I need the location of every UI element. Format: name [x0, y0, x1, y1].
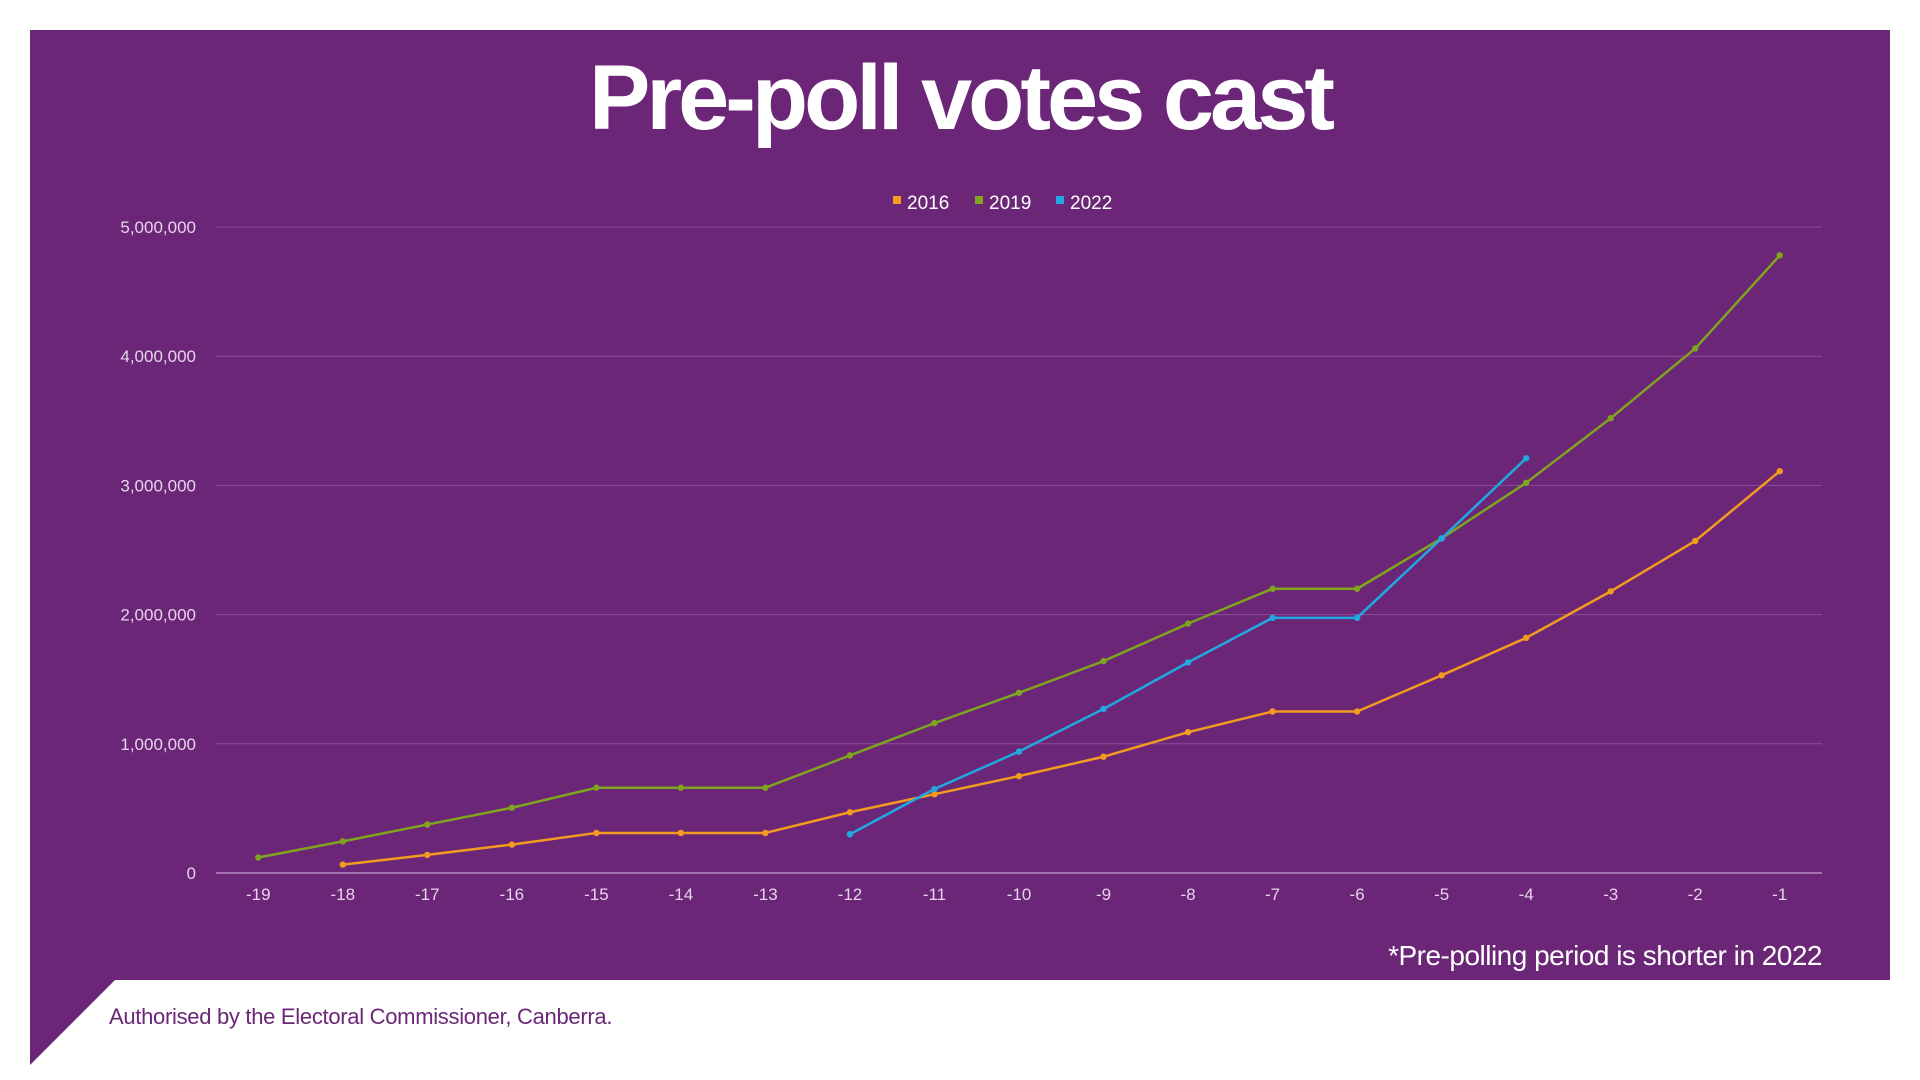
data-point-2022	[1100, 705, 1107, 713]
data-point-2019	[1353, 585, 1361, 592]
data-point-2016	[1184, 728, 1192, 736]
x-tick-label: -18	[331, 885, 356, 904]
data-point-2016	[762, 829, 769, 837]
authorisation-footer: Authorised by the Electoral Commissioner…	[109, 1004, 613, 1029]
data-point-2019	[1015, 689, 1023, 696]
data-point-2019	[1269, 585, 1276, 592]
corner-notch-fill	[30, 940, 120, 980]
data-point-2019	[339, 838, 346, 845]
data-point-2016	[1522, 634, 1530, 642]
data-point-2016	[1353, 708, 1361, 715]
data-point-2019	[1522, 479, 1530, 487]
data-point-2016	[1269, 708, 1276, 715]
x-tick-label: -19	[246, 885, 271, 904]
legend-swatch-2019	[975, 196, 983, 204]
x-tick-label: -14	[669, 885, 694, 904]
data-point-2016	[508, 841, 516, 848]
legend-label-2022: 2022	[1070, 193, 1112, 214]
data-point-2019	[846, 752, 854, 759]
data-point-2022	[1353, 614, 1361, 622]
data-point-2016	[1100, 753, 1107, 760]
x-tick-label: -10	[1007, 885, 1032, 904]
legend: 2016 2019 2022	[893, 193, 1112, 214]
data-point-2016	[1607, 588, 1614, 595]
data-point-2016	[931, 790, 938, 798]
data-point-2022	[846, 831, 854, 838]
data-point-2022	[1269, 614, 1276, 622]
data-point-2019	[762, 784, 769, 791]
data-point-2016	[1692, 537, 1699, 545]
x-tick-label: -5	[1434, 885, 1449, 904]
data-point-2019	[424, 821, 431, 828]
legend-label-2016: 2016	[907, 193, 949, 214]
x-tick-label: -3	[1603, 885, 1618, 904]
data-point-2019	[1184, 620, 1192, 627]
data-point-2019	[593, 784, 600, 791]
series-line-2022	[849, 457, 1528, 836]
data-point-2022	[931, 785, 938, 793]
x-tick-label: -8	[1180, 885, 1195, 904]
data-point-2022	[1438, 535, 1445, 542]
x-tick-label: -17	[415, 885, 440, 904]
axes: 0 1,000,000 2,000,000 3,000,000 4,000,000 5,0…	[120, 218, 1787, 904]
data-point-2019	[677, 784, 685, 791]
x-tick-label: -1	[1772, 885, 1787, 904]
data-point-2016	[1438, 672, 1445, 679]
data-point-2016	[593, 829, 600, 837]
y-tick-label: 3,000,000	[120, 476, 196, 495]
data-point-2016	[424, 851, 431, 859]
series-line-2016	[342, 470, 1781, 866]
corner-notch	[30, 975, 120, 1065]
x-tick-label: -15	[584, 885, 609, 904]
series-line-2019	[258, 254, 1781, 859]
x-tick-label: -4	[1519, 885, 1534, 904]
y-tick-label: 2,000,000	[120, 606, 196, 625]
y-tick-label: 4,000,000	[120, 347, 196, 366]
x-tick-label: -9	[1096, 885, 1111, 904]
gridlines	[216, 226, 1822, 874]
data-point-2019	[508, 804, 516, 811]
chart-panel	[30, 30, 1890, 980]
legend-swatch-2016	[893, 196, 901, 204]
data-point-2019	[1692, 345, 1699, 352]
x-tick-label: -7	[1265, 885, 1280, 904]
data-point-2016	[1015, 772, 1023, 780]
chart-title: Pre-poll votes cast	[588, 47, 1335, 149]
y-tick-label: 1,000,000	[120, 735, 196, 754]
x-tick-label: -6	[1350, 885, 1365, 904]
y-tick-label: 0	[187, 864, 196, 883]
x-tick-label: -11	[923, 885, 946, 904]
data-point-2019	[931, 719, 938, 727]
x-tick-label: -16	[500, 885, 525, 904]
data-point-2016	[1776, 467, 1783, 475]
data-point-2016	[846, 809, 854, 816]
data-point-2019	[1776, 252, 1783, 259]
data-point-2019	[255, 854, 262, 861]
x-tick-label: -12	[838, 885, 863, 904]
data-point-2022	[1184, 659, 1192, 666]
x-tick-label: -2	[1688, 885, 1703, 904]
data-point-2022	[1522, 455, 1530, 462]
data-point-2016	[339, 861, 346, 868]
x-tick-label: -13	[753, 885, 778, 904]
data-point-2019	[1607, 415, 1614, 422]
legend-swatch-2022	[1056, 196, 1064, 204]
series-lines	[255, 252, 1783, 868]
data-point-2019	[1100, 657, 1107, 665]
y-tick-label: 5,000,000	[120, 218, 196, 237]
chart-annotation: *Pre-polling period is shorter in 2022	[1388, 940, 1822, 971]
data-point-2022	[1015, 748, 1023, 755]
legend-label-2019: 2019	[989, 193, 1031, 214]
data-point-2016	[677, 829, 685, 837]
